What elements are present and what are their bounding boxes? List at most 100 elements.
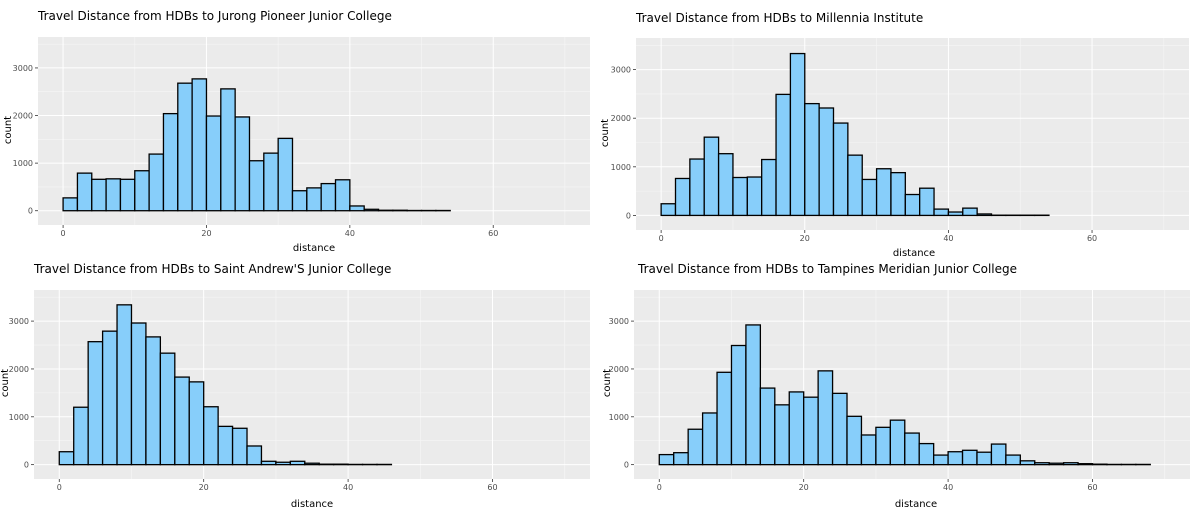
histogram-bar — [775, 93, 792, 217]
histogram-bar — [746, 176, 763, 217]
histogram-bar — [875, 168, 892, 217]
histogram-bar — [174, 376, 190, 466]
chart-title: Travel Distance from HDBs to Jurong Pion… — [37, 9, 392, 23]
y-tick-label: 0 — [626, 211, 631, 220]
x-axis-title: distance — [893, 248, 935, 259]
histogram-bar — [1034, 462, 1050, 466]
y-tick-label: 3000 — [13, 64, 33, 73]
histogram-bar — [145, 336, 162, 466]
histogram-bar — [962, 207, 978, 217]
histogram-bar — [217, 425, 234, 466]
histogram-bar — [730, 344, 747, 466]
histogram-bar — [349, 205, 365, 212]
histogram-bar — [976, 213, 993, 217]
histogram-bar — [918, 442, 935, 466]
histogram-bar — [990, 443, 1007, 466]
histogram-bar — [76, 172, 93, 212]
x-tick-label: 40 — [943, 483, 953, 492]
histogram-bar — [203, 406, 219, 466]
chart-panel-3: Travel Distance from HDBs to Saint Andre… — [0, 260, 600, 521]
histogram-bar — [334, 179, 351, 212]
histogram-bar — [759, 387, 776, 466]
chart-title: Travel Distance from HDBs to Saint Andre… — [33, 262, 391, 276]
histogram-bar — [363, 208, 380, 212]
histogram-bar — [1048, 462, 1065, 466]
y-tick-label: 1000 — [13, 159, 33, 168]
histogram-bar — [804, 102, 820, 217]
histogram-bar — [831, 392, 848, 466]
histogram-bar — [116, 304, 133, 466]
histogram-bar — [234, 116, 251, 212]
histogram-bar — [947, 211, 964, 217]
histogram-bar — [275, 461, 291, 466]
x-tick-label: 60 — [487, 483, 497, 492]
histogram-bar — [689, 158, 705, 217]
histogram-bar — [933, 208, 950, 217]
histogram-bar — [246, 445, 263, 466]
histogram-bar — [818, 107, 835, 217]
chart-title: Travel Distance from HDBs to Tampines Me… — [637, 262, 1017, 276]
x-tick-label: 0 — [659, 234, 664, 243]
histogram-bar — [701, 412, 718, 466]
x-tick-label: 60 — [488, 229, 498, 238]
histogram-bar — [846, 415, 863, 466]
histogram-bar — [674, 177, 691, 217]
y-tick-label: 2000 — [13, 112, 33, 121]
histogram-bar — [101, 330, 118, 466]
histogram-bar — [904, 432, 920, 466]
x-axis-title: distance — [291, 499, 333, 510]
histogram-bar — [976, 451, 993, 466]
chart-svg-2: Travel Distance from HDBs to Millennia I… — [600, 11, 1189, 259]
histogram-bar — [875, 426, 891, 466]
histogram-bar — [277, 137, 294, 212]
histogram-bar — [660, 203, 677, 217]
histogram-bar — [119, 178, 136, 212]
y-tick-label: 2000 — [9, 365, 29, 374]
histogram-bar — [890, 171, 906, 217]
y-tick-label: 0 — [24, 461, 29, 470]
histogram-bar — [1062, 462, 1079, 466]
histogram-bar — [861, 178, 878, 217]
histogram-bar — [774, 404, 790, 466]
x-tick-label: 60 — [1087, 483, 1097, 492]
chart-panel-2: Travel Distance from HDBs to Millennia I… — [600, 0, 1199, 260]
x-tick-label: 20 — [199, 483, 209, 492]
x-tick-label: 60 — [1087, 234, 1097, 243]
y-tick-label: 1000 — [611, 163, 631, 172]
histogram-bar — [961, 449, 978, 466]
y-tick-label: 2000 — [611, 114, 631, 123]
histogram-bar — [91, 178, 107, 212]
histogram-bar — [673, 452, 689, 466]
histogram-bar — [58, 451, 75, 466]
histogram-bar — [191, 78, 208, 212]
histogram-bar — [817, 370, 834, 466]
chart-panel-4: Travel Distance from HDBs to Tampines Me… — [600, 260, 1199, 521]
histogram-bar — [320, 182, 337, 212]
chart-panel-1: Travel Distance from HDBs to Jurong Pion… — [0, 0, 600, 260]
histogram-bar — [803, 396, 819, 466]
chart-title: Travel Distance from HDBs to Millennia I… — [635, 11, 923, 25]
histogram-bar — [162, 112, 179, 212]
x-axis-title: distance — [895, 499, 937, 510]
y-tick-label: 3000 — [9, 317, 29, 326]
x-tick-label: 40 — [343, 483, 353, 492]
x-tick-label: 40 — [943, 234, 953, 243]
y-axis-title: count — [0, 369, 11, 397]
histogram-bar — [788, 391, 805, 466]
x-tick-label: 0 — [57, 483, 62, 492]
histogram-bar — [188, 381, 205, 466]
histogram-bar — [1019, 460, 1036, 466]
histogram-bar — [231, 427, 248, 466]
histogram-bar — [947, 451, 964, 466]
y-tick-label: 2000 — [609, 365, 629, 374]
x-tick-label: 20 — [799, 483, 809, 492]
y-axis-title: count — [3, 116, 14, 144]
y-axis-title: count — [600, 119, 611, 147]
histogram-bar — [889, 419, 906, 466]
y-tick-label: 0 — [624, 461, 629, 470]
chart-svg-3: Travel Distance from HDBs to Saint Andre… — [0, 262, 590, 510]
histogram-bar — [134, 170, 150, 212]
chart-svg-4: Travel Distance from HDBs to Tampines Me… — [602, 262, 1190, 510]
x-tick-label: 0 — [61, 229, 66, 238]
histogram-bar — [1005, 454, 1021, 466]
